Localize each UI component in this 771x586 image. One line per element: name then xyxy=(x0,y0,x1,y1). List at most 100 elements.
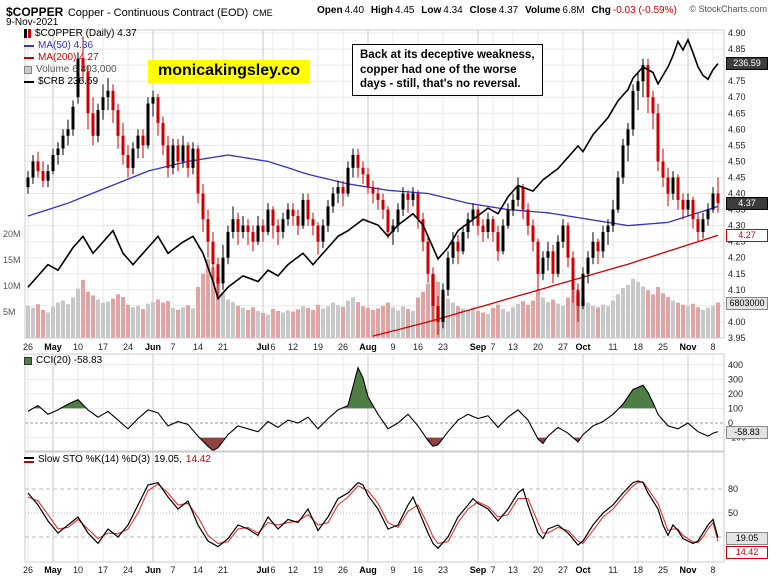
quote-bar: Open 4.40 High 4.45 Low 4.34 Close 4.37 Volu… xyxy=(317,5,681,16)
svg-text:13: 13 xyxy=(508,565,518,575)
exchange-label: CME xyxy=(252,8,273,18)
svg-text:4.55: 4.55 xyxy=(728,140,746,150)
svg-text:Aug: Aug xyxy=(359,342,377,352)
legend-volume-label: Volume 6,803,000 xyxy=(36,64,117,75)
svg-text:8: 8 xyxy=(710,342,715,352)
svg-text:7: 7 xyxy=(170,565,175,575)
cci-icon xyxy=(24,356,32,365)
svg-text:19: 19 xyxy=(313,565,323,575)
price-axis-labels: 4.904.854.804.754.704.654.604.554.504.45… xyxy=(728,28,746,343)
svg-text:Jul: Jul xyxy=(256,342,269,352)
svg-text:Jul: Jul xyxy=(256,565,269,575)
svg-text:20: 20 xyxy=(533,342,543,352)
crb-icon xyxy=(24,80,34,83)
svg-text:4.30: 4.30 xyxy=(728,221,746,231)
svg-text:4.00: 4.00 xyxy=(728,317,746,327)
svg-text:18: 18 xyxy=(633,565,643,575)
chg-value: -0.03 (-0.59%) xyxy=(612,5,677,16)
svg-text:16: 16 xyxy=(413,565,423,575)
svg-text:25: 25 xyxy=(658,342,668,352)
chart-title: Copper - Continuous Contract (EOD) xyxy=(67,7,249,19)
volume-label: Volume xyxy=(525,5,561,16)
candlestick-series xyxy=(26,36,720,335)
legend-main: $COPPER (Daily) 4.37 xyxy=(24,28,137,39)
legend-crb: $CRB 236.59 xyxy=(24,76,98,87)
sto-d-value: 14.42 xyxy=(185,454,211,465)
svg-text:4.45: 4.45 xyxy=(728,173,746,183)
legend-ma200-label: MA(200) 4.27 xyxy=(38,52,99,63)
symbol: $COPPER xyxy=(6,5,64,19)
svg-text:4.90: 4.90 xyxy=(728,28,746,38)
svg-text:50: 50 xyxy=(728,508,738,518)
svg-text:4.50: 4.50 xyxy=(728,156,746,166)
annotation-line: copper had one of the worse xyxy=(360,63,517,76)
svg-text:4.20: 4.20 xyxy=(728,253,746,263)
svg-text:3.95: 3.95 xyxy=(728,333,746,343)
svg-text:4.40: 4.40 xyxy=(728,189,746,199)
svg-text:May: May xyxy=(44,565,62,575)
svg-text:4.10: 4.10 xyxy=(728,285,746,295)
svg-text:10: 10 xyxy=(73,565,83,575)
open-value: 4.40 xyxy=(344,5,365,16)
legend-volume: Volume 6,803,000 xyxy=(24,64,117,75)
svg-text:4.60: 4.60 xyxy=(728,124,746,134)
svg-text:100: 100 xyxy=(728,403,743,413)
sto-legend-label: Slow STO %K(14) %D(3) xyxy=(38,454,151,465)
svg-text:5M: 5M xyxy=(3,307,16,317)
legend-ma200: MA(200) 4.27 xyxy=(24,52,99,63)
svg-text:23: 23 xyxy=(438,342,448,352)
svg-text:4.85: 4.85 xyxy=(728,44,746,54)
svg-text:27: 27 xyxy=(558,565,568,575)
svg-text:6: 6 xyxy=(270,565,275,575)
svg-text:9: 9 xyxy=(390,565,395,575)
svg-text:7: 7 xyxy=(490,565,495,575)
svg-text:Nov: Nov xyxy=(679,342,696,352)
svg-text:15M: 15M xyxy=(3,255,21,265)
ma200-icon xyxy=(24,56,34,59)
high-label: High xyxy=(370,5,394,16)
svg-text:20: 20 xyxy=(533,565,543,575)
legend-crb-label: $CRB 236.59 xyxy=(38,76,99,87)
svg-text:26: 26 xyxy=(23,342,33,352)
annotation-line: Back at its deceptive weakness, xyxy=(360,49,535,61)
svg-text:May: May xyxy=(44,342,62,352)
svg-text:12: 12 xyxy=(288,565,298,575)
volume-badge: 6803000 xyxy=(726,297,768,310)
sto-grid xyxy=(25,452,724,562)
low-value: 4.34 xyxy=(443,5,463,16)
svg-text:7: 7 xyxy=(170,342,175,352)
svg-text:16: 16 xyxy=(413,342,423,352)
sto-legend: Slow STO %K(14) %D(3) 19.05, 14.42 xyxy=(24,454,211,465)
svg-text:24: 24 xyxy=(123,565,133,575)
cci-grid xyxy=(25,354,724,451)
sto-d-line xyxy=(27,481,719,545)
close-value: 4.37 xyxy=(498,5,519,16)
open-label: Open xyxy=(317,5,343,16)
sto-k-line xyxy=(27,480,719,550)
watermark: monicakingsley.co xyxy=(148,60,310,83)
annotation-line: days - still, that's no reversal. xyxy=(360,78,521,91)
svg-text:24: 24 xyxy=(123,342,133,352)
svg-text:23: 23 xyxy=(438,565,448,575)
svg-text:26: 26 xyxy=(338,342,348,352)
crb-badge: 236.59 xyxy=(726,57,768,70)
cci-badge: -58.83 xyxy=(726,426,768,439)
svg-text:4.70: 4.70 xyxy=(728,92,746,102)
svg-text:25: 25 xyxy=(658,565,668,575)
svg-text:8: 8 xyxy=(710,565,715,575)
panel-borders xyxy=(24,29,725,563)
svg-text:200: 200 xyxy=(728,389,743,399)
svg-text:14: 14 xyxy=(193,565,203,575)
low-label: Low xyxy=(421,5,442,16)
ma200-badge: 4.27 xyxy=(726,229,768,242)
sto-icon xyxy=(24,456,34,463)
svg-text:26: 26 xyxy=(23,565,33,575)
legend-ma50-label: MA(50) 4.36 xyxy=(38,40,94,51)
svg-text:0: 0 xyxy=(728,418,733,428)
ma200-line xyxy=(372,234,719,337)
svg-text:17: 17 xyxy=(98,342,108,352)
legend-ma50: MA(50) 4.36 xyxy=(24,40,93,51)
svg-text:4.65: 4.65 xyxy=(728,108,746,118)
svg-text:17: 17 xyxy=(98,565,108,575)
svg-text:27: 27 xyxy=(558,342,568,352)
